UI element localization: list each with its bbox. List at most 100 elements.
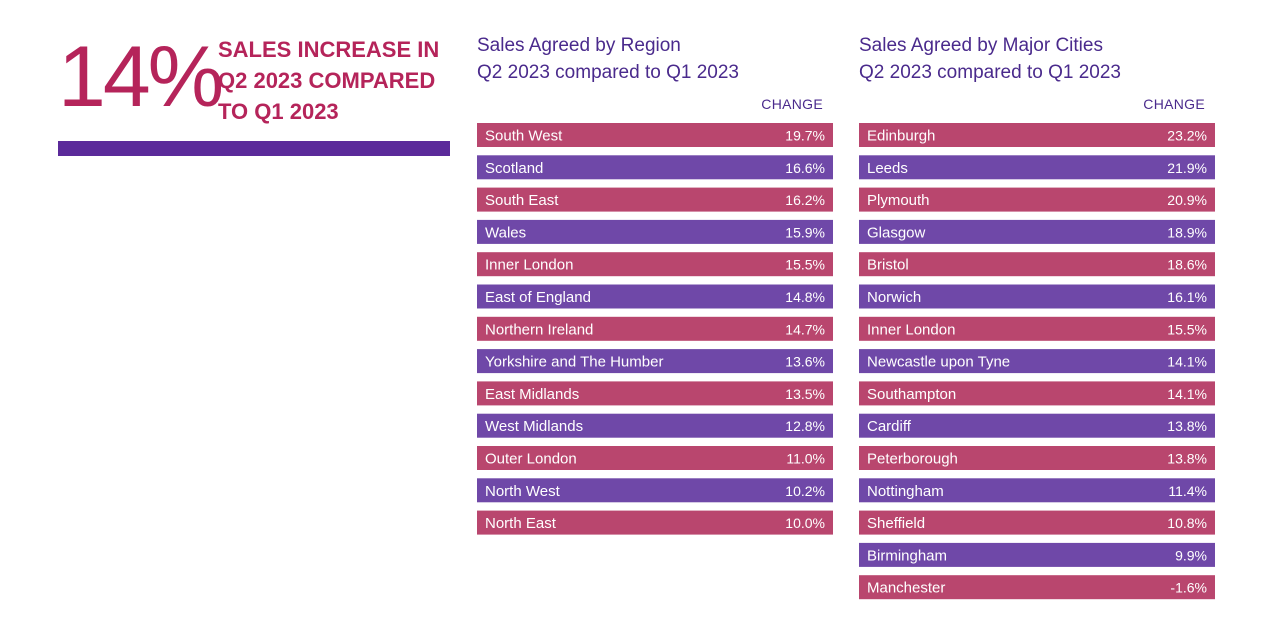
cities-table-title-line: Sales Agreed by Major Cities [859, 35, 1103, 56]
city-row: Southampton 14.1% [859, 381, 1215, 406]
region-table-title-line: Sales Agreed by Region [477, 35, 681, 56]
region-row-bar [477, 413, 833, 438]
region-row-value: 14.7% [785, 321, 825, 337]
city-row-label: Peterborough [867, 451, 958, 468]
city-row: Sheffield 10.8% [859, 510, 1215, 535]
region-row-bar [477, 446, 833, 470]
region-row-value: 13.5% [785, 386, 825, 402]
region-row-value: 16.6% [785, 160, 825, 176]
region-row-label: Inner London [485, 257, 573, 274]
city-row-bar [859, 381, 1215, 406]
region-row-label: North East [485, 515, 557, 532]
city-row-label: Leeds [867, 160, 908, 177]
region-row-value: 10.2% [785, 483, 825, 499]
region-row: North East 10.0% [477, 510, 833, 535]
city-row-value: 16.1% [1167, 289, 1207, 305]
city-row-value: 13.8% [1167, 451, 1207, 467]
city-row-label: Edinburgh [867, 128, 935, 145]
region-table-title: Sales Agreed by Region Q2 2023 compared … [477, 32, 739, 86]
region-row-label: South West [485, 128, 563, 145]
city-row-value: 14.1% [1167, 386, 1207, 402]
cities-change-column-header: CHANGE [1143, 96, 1205, 112]
region-row-value: 15.5% [785, 257, 825, 273]
region-row-value: 15.9% [785, 224, 825, 240]
city-row-value: 9.9% [1175, 547, 1207, 563]
region-row: Inner London 15.5% [477, 252, 833, 277]
region-table-subtitle: Q2 2023 compared to Q1 2023 [477, 62, 739, 83]
city-row-bar [859, 575, 1215, 600]
city-row-label: Sheffield [867, 515, 925, 532]
region-row-bar [477, 155, 833, 180]
region-row: South West 19.7% [477, 123, 833, 147]
city-row-bar [859, 284, 1215, 309]
region-table-rows: South West 19.7% Scotland 16.6% South East 16… [477, 123, 833, 535]
region-row-value: 12.8% [785, 418, 825, 434]
region-row-label: Wales [485, 224, 526, 241]
region-row: Wales 15.9% [477, 219, 833, 244]
city-row-bar [859, 478, 1215, 503]
region-change-column-header: CHANGE [761, 96, 823, 112]
city-row-bar [859, 187, 1215, 212]
city-row-label: Cardiff [867, 418, 912, 435]
headline-text: SALES INCREASE IN Q2 2023 COMPARED TO Q1… [218, 37, 440, 124]
city-row-bar [859, 413, 1215, 438]
region-row: East Midlands 13.5% [477, 381, 833, 406]
city-row-value: 15.5% [1167, 321, 1207, 337]
city-row-label: Newcastle upon Tyne [867, 354, 1010, 371]
cities-table-rows: Edinburgh 23.2% Leeds 21.9% Plymouth 20.9% Gla… [859, 123, 1215, 600]
headline-block: 14% SALES INCREASE IN Q2 2023 COMPARED T… [58, 30, 450, 156]
region-row-value: 11.0% [786, 451, 825, 467]
city-row-label: Glasgow [867, 224, 926, 241]
region-row-bar [477, 478, 833, 503]
region-row-label: South East [485, 192, 559, 209]
city-row-label: Manchester [867, 580, 945, 597]
city-row-value: 21.9% [1167, 160, 1207, 176]
region-row-bar [477, 381, 833, 406]
region-row-label: Northern Ireland [485, 321, 593, 338]
region-row: Yorkshire and The Humber 13.6% [477, 349, 833, 374]
city-row-value: 10.8% [1167, 515, 1207, 531]
region-row: North West 10.2% [477, 478, 833, 503]
city-row: Manchester -1.6% [859, 575, 1215, 600]
cities-table-subtitle: Q2 2023 compared to Q1 2023 [859, 62, 1121, 83]
city-row-bar [859, 155, 1215, 180]
city-row: Leeds 21.9% [859, 155, 1215, 180]
region-row-bar [477, 510, 833, 535]
city-row: Plymouth 20.9% [859, 187, 1215, 212]
city-row-value: 11.4% [1168, 483, 1207, 499]
city-row-label: Birmingham [867, 547, 947, 564]
city-row-value: 20.9% [1167, 192, 1207, 208]
region-row: Scotland 16.6% [477, 155, 833, 180]
city-row-label: Norwich [867, 289, 921, 306]
city-row: Bristol 18.6% [859, 252, 1215, 277]
city-row: Nottingham 11.4% [859, 478, 1215, 503]
city-row-value: 18.6% [1167, 257, 1207, 273]
city-row-label: Plymouth [867, 192, 930, 209]
region-row: South East 16.2% [477, 187, 833, 212]
region-row-label: Yorkshire and The Humber [485, 354, 663, 371]
region-row: West Midlands 12.8% [477, 413, 833, 438]
region-row-label: East of England [485, 289, 591, 306]
region-row-value: 14.8% [785, 289, 825, 305]
region-row-bar [477, 316, 833, 341]
region-row: Northern Ireland 14.7% [477, 316, 833, 341]
city-row-bar [859, 252, 1215, 277]
region-row-label: Scotland [485, 160, 543, 177]
city-row-value: 23.2% [1167, 128, 1207, 144]
region-row-label: North West [485, 483, 561, 500]
city-row-label: Nottingham [867, 483, 944, 500]
city-row: Cardiff 13.8% [859, 413, 1215, 438]
region-row-bar [477, 349, 833, 374]
region-row-value: 13.6% [785, 354, 825, 370]
city-row-value: 14.1% [1167, 354, 1207, 370]
region-row: East of England 14.8% [477, 284, 833, 309]
region-row-bar [477, 123, 833, 147]
region-row-value: 10.0% [785, 515, 825, 531]
city-row-bar [859, 219, 1215, 244]
region-row-label: Outer London [485, 451, 577, 468]
city-row-label: Bristol [867, 257, 909, 274]
region-row-bar [477, 187, 833, 212]
region-row-label: West Midlands [485, 418, 583, 435]
city-row: Newcastle upon Tyne 14.1% [859, 349, 1215, 374]
region-row-bar [477, 252, 833, 277]
